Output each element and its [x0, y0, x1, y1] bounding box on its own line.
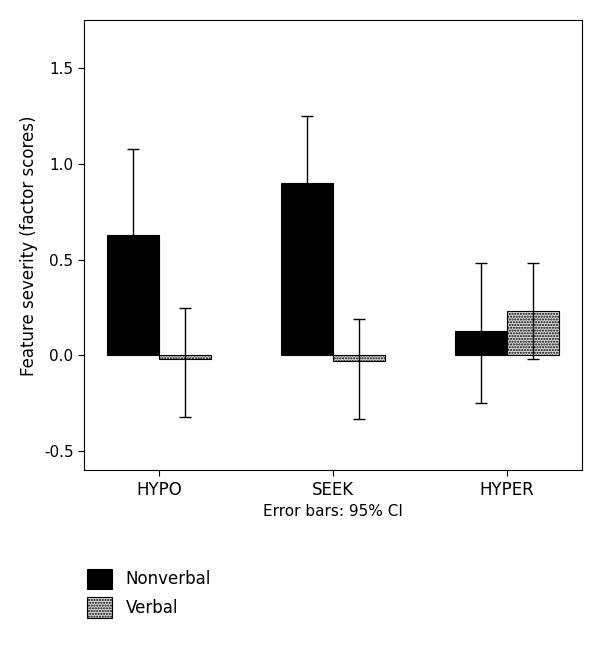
Legend: Nonverbal, Verbal: Nonverbal, Verbal	[88, 569, 211, 618]
Y-axis label: Feature severity (factor scores): Feature severity (factor scores)	[20, 115, 38, 376]
Bar	[507, 311, 559, 355]
Bar	[281, 183, 333, 355]
Bar	[333, 355, 385, 361]
Bar	[159, 355, 211, 360]
Bar	[455, 331, 507, 355]
Bar	[107, 235, 159, 355]
X-axis label: Error bars: 95% CI: Error bars: 95% CI	[263, 505, 403, 519]
